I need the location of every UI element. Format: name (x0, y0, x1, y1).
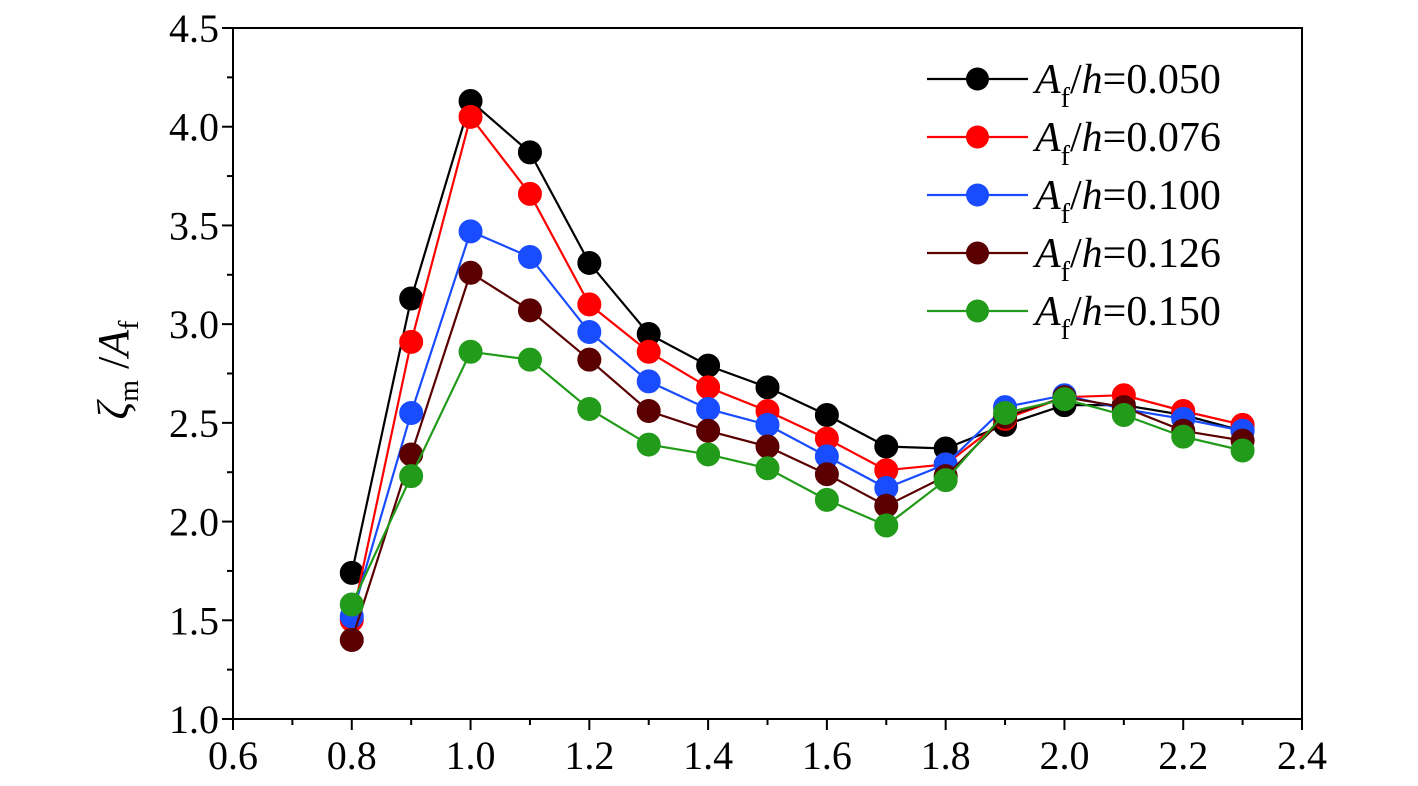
legend-marker (966, 299, 989, 323)
x-tick-label: 1.2 (564, 733, 614, 778)
legend-item: Af/h=0.150 (927, 289, 1221, 346)
data-point (636, 369, 661, 394)
legend-label: Af/h=0.150 (1032, 289, 1221, 346)
data-point (339, 592, 364, 617)
data-point (755, 434, 780, 459)
data-point (814, 462, 839, 487)
x-tick-label: 2.2 (1158, 733, 1208, 778)
data-point (399, 286, 424, 311)
data-point (577, 250, 602, 275)
series-line (350, 350, 1243, 605)
legend-label: Af/h=0.050 (1032, 57, 1221, 114)
data-point (399, 400, 424, 425)
data-point (458, 219, 483, 244)
data-point (696, 418, 721, 443)
data-point (458, 339, 483, 364)
legend-marker (966, 67, 989, 91)
legend-item: Af/h=0.100 (927, 173, 1221, 230)
data-point (577, 397, 602, 422)
legend-label: Af/h=0.076 (1032, 115, 1221, 172)
y-tick-label: 4.5 (169, 6, 219, 51)
data-point (399, 329, 424, 354)
data-point (636, 432, 661, 457)
legend-marker (966, 125, 989, 149)
data-point (517, 245, 542, 270)
series-1 (339, 89, 1255, 585)
data-point (1171, 424, 1196, 449)
data-point (696, 353, 721, 378)
y-tick-label: 4.0 (169, 105, 219, 150)
data-point (577, 292, 602, 317)
legend-label: Af/h=0.100 (1032, 173, 1221, 230)
data-point (814, 487, 839, 512)
data-point (339, 560, 364, 585)
data-point (1111, 402, 1136, 427)
data-point (933, 468, 958, 493)
legend-item: Af/h=0.126 (927, 231, 1221, 288)
y-tick-label: 1.0 (169, 697, 219, 742)
legend-marker (966, 183, 989, 207)
series-line (350, 271, 1243, 641)
data-point (1052, 387, 1077, 412)
data-point (755, 456, 780, 481)
data-point (993, 400, 1018, 425)
data-point (696, 442, 721, 467)
x-tick-label: 0.6 (208, 733, 258, 778)
legend-item: Af/h=0.076 (927, 115, 1221, 172)
y-tick-label: 2.5 (169, 401, 219, 446)
data-point (517, 140, 542, 165)
data-point (517, 347, 542, 372)
y-tick-label: 3.0 (169, 302, 219, 347)
legend-label: Af/h=0.126 (1032, 231, 1221, 288)
y-tick-label: 2.0 (169, 500, 219, 545)
data-point (814, 402, 839, 427)
data-point (577, 347, 602, 372)
x-tick-label: 1.4 (683, 733, 733, 778)
data-point (755, 375, 780, 400)
x-tick-label: 1.0 (446, 733, 496, 778)
x-tick-label: 2.4 (1277, 733, 1327, 778)
series-layer (339, 89, 1255, 653)
data-point (399, 464, 424, 489)
data-point (399, 442, 424, 467)
legend-item: Af/h=0.050 (927, 57, 1221, 114)
y-tick-label: 1.5 (169, 598, 219, 643)
data-point (636, 339, 661, 364)
series-5 (339, 339, 1255, 617)
axes: 0.6 0.8 1.0 1.2 1.4 1.6 1.8 2.0 2.2 2.4 1.0 1.5 2.0 2… (169, 6, 1327, 778)
x-tick-label: 1.6 (802, 733, 852, 778)
series-line (350, 114, 1243, 621)
data-point (458, 260, 483, 285)
data-point (696, 397, 721, 422)
legend-marker (966, 241, 989, 265)
data-point (874, 434, 899, 459)
x-tick-label: 2.0 (1039, 733, 1089, 778)
data-point (517, 298, 542, 323)
data-point (696, 375, 721, 400)
y-tick-label: 3.5 (169, 203, 219, 248)
data-point (458, 104, 483, 129)
legend: Af/h=0.050Af/h=0.076Af/h=0.100Af/h=0.126… (927, 57, 1221, 346)
x-tick-label: 0.8 (327, 733, 377, 778)
x-tick-label: 1.8 (921, 733, 971, 778)
data-point (755, 412, 780, 437)
data-point (339, 628, 364, 653)
y-axis-label: ζm /Af (89, 320, 145, 420)
data-point (1230, 438, 1255, 463)
data-point (874, 513, 899, 538)
data-point (517, 181, 542, 206)
data-point (636, 399, 661, 424)
series-line (350, 99, 1243, 574)
data-point (577, 320, 602, 345)
